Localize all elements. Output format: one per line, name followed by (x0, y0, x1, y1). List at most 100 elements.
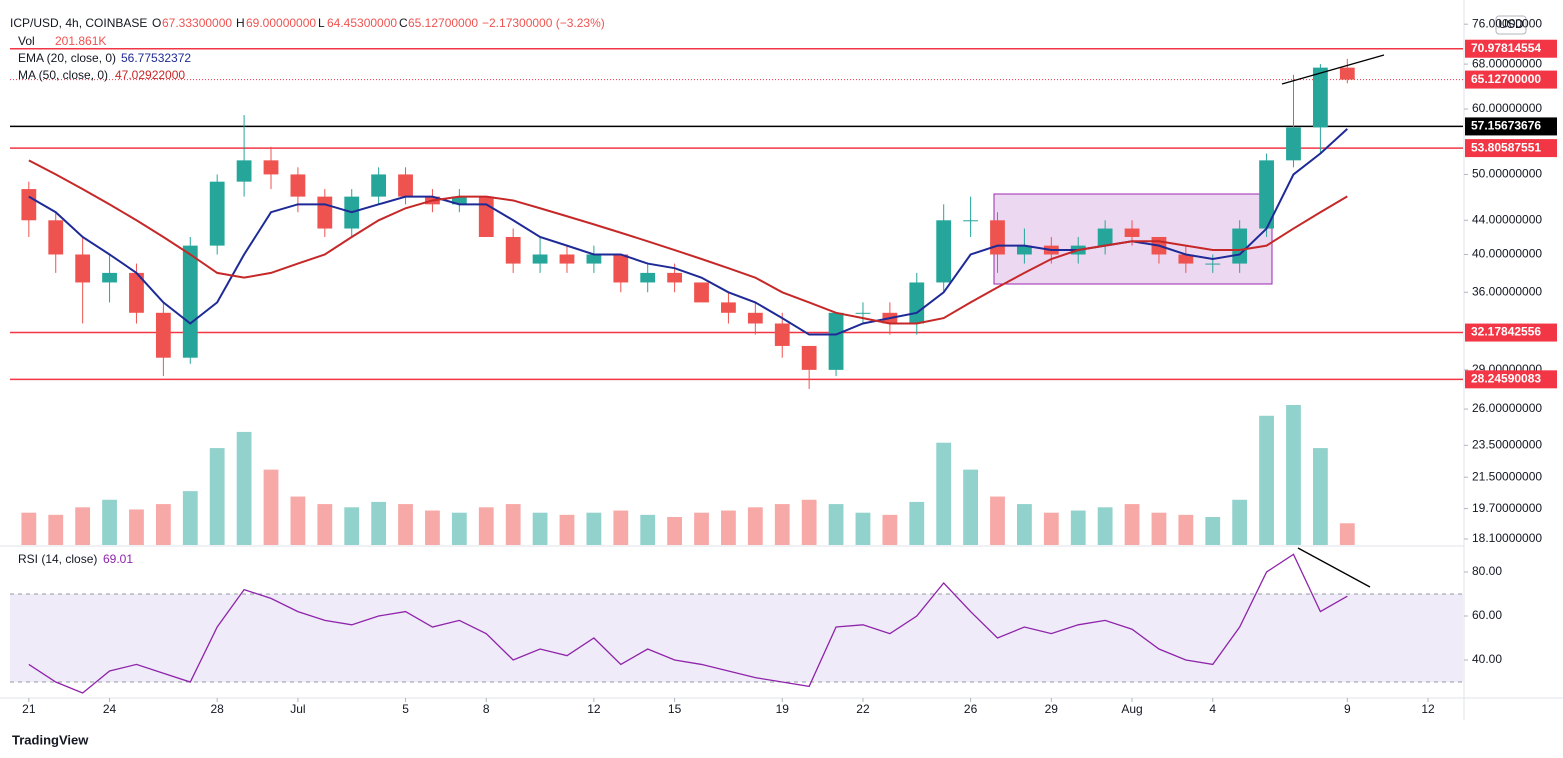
volume-bar (425, 510, 440, 545)
price-box (1465, 117, 1557, 136)
volume-bar (1124, 504, 1140, 545)
y-tick-label: 19.70000000 (1472, 501, 1542, 515)
candle-body (290, 174, 306, 197)
volume-bar (1232, 499, 1248, 545)
price-box-label: 65.12700000 (1471, 72, 1541, 86)
currency[interactable]: USD (1498, 17, 1524, 31)
y-tick-label: 18.10000000 (1472, 531, 1542, 545)
volume-bar (21, 512, 37, 545)
candle-body (505, 236, 521, 264)
candle-body (801, 345, 817, 370)
volume-bar (828, 504, 844, 545)
candle-body (1312, 67, 1328, 128)
candle-body (102, 272, 117, 283)
volume-bar (747, 507, 763, 545)
candle-body (963, 220, 978, 222)
volume-bar (209, 448, 225, 545)
rsi-tick-label: 40.00 (1472, 652, 1502, 666)
candle-body (263, 160, 279, 175)
currency-box[interactable] (1495, 15, 1527, 35)
rsi-value: 69.01 (103, 552, 133, 566)
ema-name: EMA (20, close, 0) (18, 51, 116, 65)
price-box (1465, 323, 1557, 342)
volume-bar (694, 512, 709, 545)
trend-line (1281, 54, 1385, 85)
volume-bar (155, 504, 171, 545)
candle-body (667, 272, 683, 283)
volume-bar (909, 501, 925, 545)
candle-body (721, 302, 736, 313)
y-tick-label: 68.00000000 (1472, 56, 1542, 70)
volume-bar (398, 504, 413, 545)
volume-bar (936, 442, 952, 545)
x-tick-label: 19 (776, 702, 790, 716)
close: 65.12700000 (408, 16, 478, 30)
x-tick-label: 21 (22, 702, 36, 716)
candle-body (774, 323, 790, 346)
volume-bar (317, 504, 333, 545)
volume-bar (75, 507, 91, 545)
volume-bar (801, 499, 817, 545)
volume-bar (721, 510, 736, 545)
x-tick-label: Jul (290, 702, 305, 716)
x-tick-label: 29 (1045, 702, 1059, 716)
candle-body (909, 282, 925, 324)
y-tick-label: 50.00000000 (1472, 167, 1542, 181)
price-box-label: 57.15673676 (1471, 119, 1541, 133)
price-box-label: 70.97814554 (1471, 41, 1541, 55)
volume-bar (532, 512, 548, 545)
volume-bar (451, 512, 467, 545)
y-tick-label: 23.50000000 (1472, 437, 1542, 451)
volume-bar (102, 499, 117, 545)
y-tick-label: 36.00000000 (1472, 284, 1542, 298)
candle-body (236, 160, 252, 182)
candle-body (317, 196, 333, 229)
volume-bar (1070, 510, 1086, 545)
candle-body (398, 174, 413, 197)
brand[interactable]: TradingView (12, 732, 89, 747)
ma-value: 47.02922000 (115, 68, 185, 82)
open: 67.33300000 (162, 16, 232, 30)
candle-body (532, 254, 548, 264)
candle-body (1259, 160, 1274, 229)
x-tick-label: 8 (483, 702, 490, 716)
l-label: L (318, 16, 325, 30)
volume-bar (1205, 517, 1221, 545)
volume-bar (48, 514, 64, 545)
indicator-line (28, 159, 1348, 325)
volume-bar (1043, 512, 1059, 545)
price-box-label: 28.24590083 (1471, 371, 1541, 385)
x-tick-label: 15 (668, 702, 682, 716)
x-tick-label: 28 (211, 702, 225, 716)
volume-bar (667, 517, 683, 545)
price-box-label: 53.80587551 (1471, 140, 1541, 154)
y-tick-label: 44.00000000 (1472, 212, 1542, 226)
candle-body (936, 220, 952, 283)
y-tick-label: 76.00000000 (1472, 16, 1542, 30)
volume-bar (236, 431, 252, 545)
candle-body (640, 272, 656, 283)
candle-body (155, 312, 171, 358)
candle-body (21, 189, 37, 221)
volume-bar (129, 509, 144, 545)
volume-bar (1259, 415, 1274, 545)
candle-body (371, 174, 387, 197)
rsi-tick-label: 80.00 (1472, 564, 1502, 578)
symbol: ICP/USD, 4h, COINBASE (10, 16, 147, 30)
rsi-tick-label: 60.00 (1472, 608, 1502, 622)
volume-bar (1339, 523, 1355, 545)
volume-bar (344, 507, 360, 545)
candle-body (478, 196, 494, 237)
x-tick-label: 12 (587, 702, 601, 716)
candle-body (209, 181, 225, 246)
volume-bar (1097, 507, 1113, 545)
candle-body (75, 254, 91, 283)
candle-body (1017, 245, 1032, 255)
volume-bar (505, 504, 521, 545)
volume-bar (1178, 514, 1194, 545)
volume-bar (478, 507, 494, 545)
y-tick-label: 26.00000000 (1472, 401, 1542, 415)
x-tick-label: Aug (1121, 702, 1142, 716)
volume-bar (1017, 504, 1032, 545)
candle-body (828, 312, 844, 370)
